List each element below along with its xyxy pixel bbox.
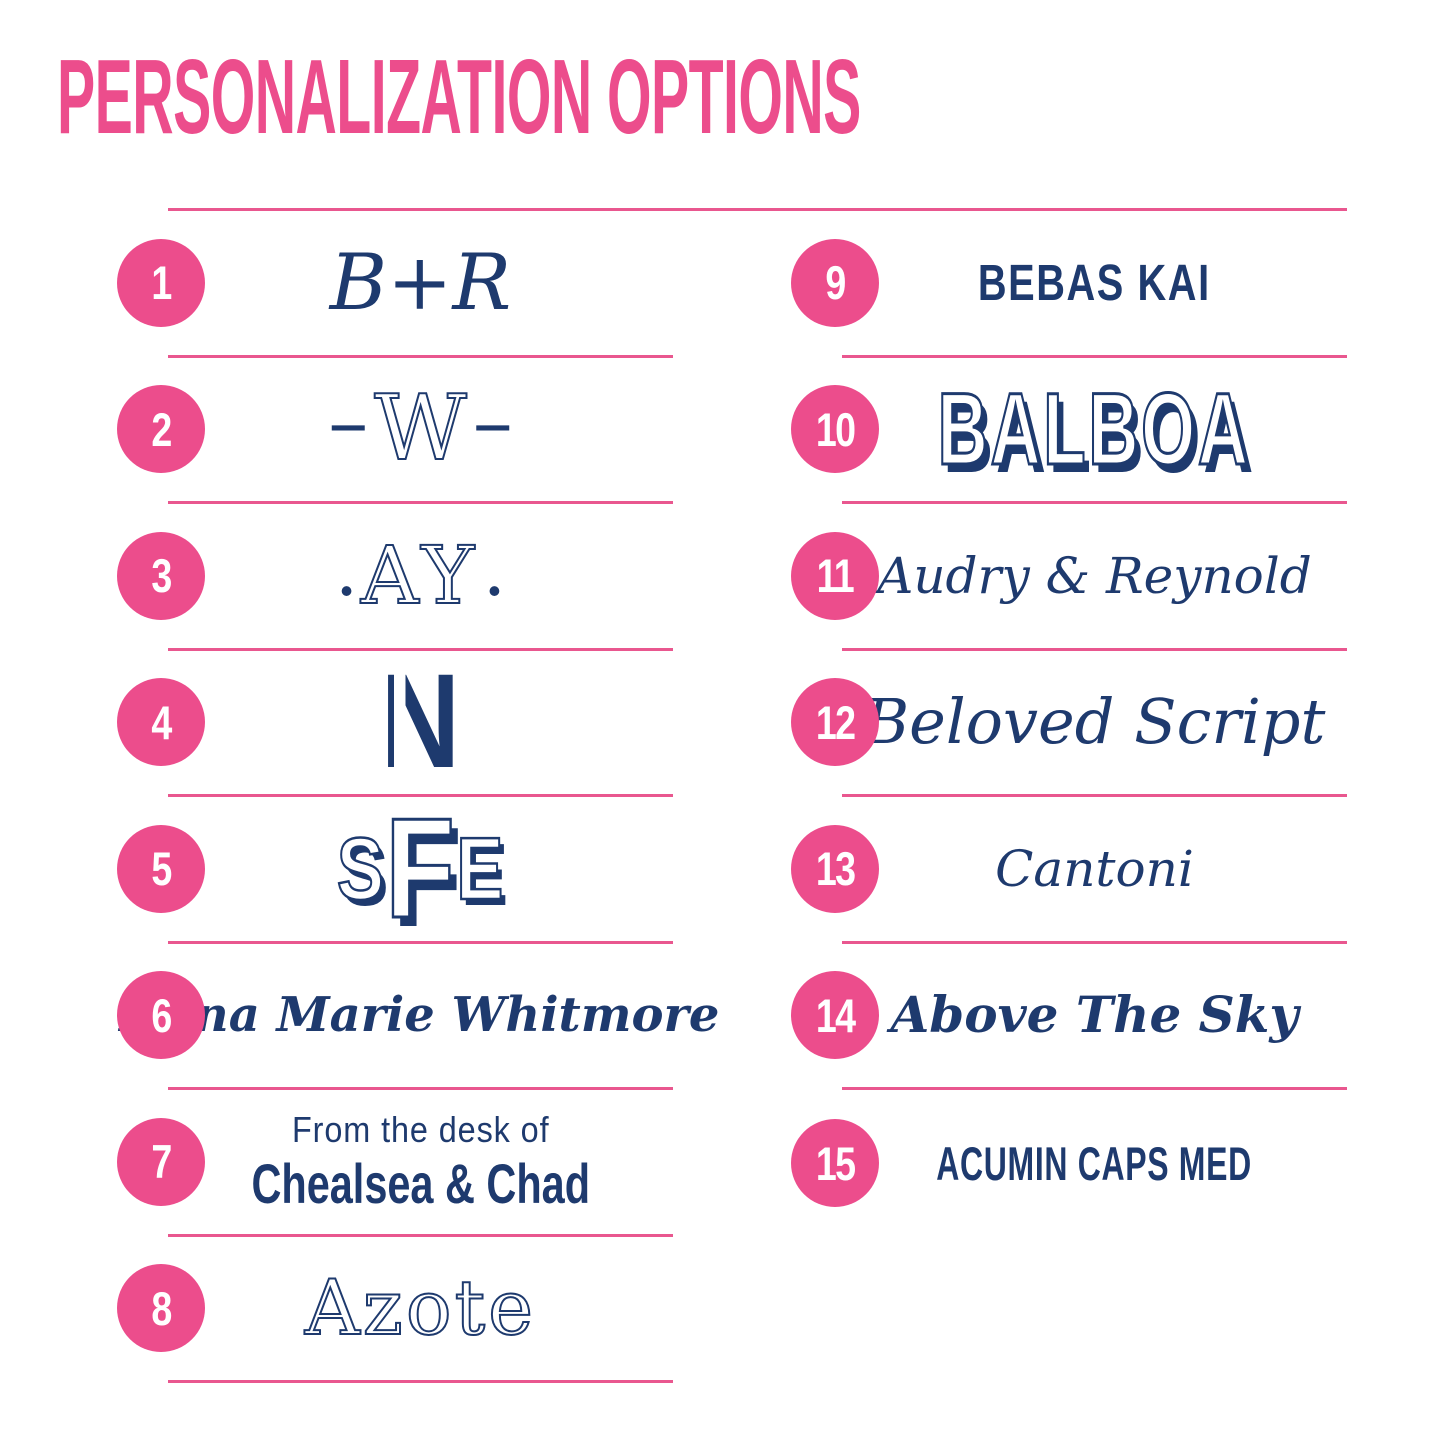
option-number: 1 [151,256,172,310]
option-number-badge: 3 [117,531,205,620]
option-number: 11 [816,549,855,603]
option-number-badge: 15 [791,1119,879,1208]
font-option-row-11: 11 Audry & Reynold [791,504,1347,651]
desk-of-line2: Chealsea & Chad [251,1151,590,1215]
option-number: 12 [815,695,856,749]
engraved-word: Azote [304,1263,537,1353]
option-number: 6 [151,988,172,1042]
font-sample-above-the-sky: Above The Sky [890,985,1299,1045]
font-option-row-9: 9 BEBAS KAI [791,211,1347,358]
font-sample-acumin-caps: ACUMIN CAPS MED [936,1136,1253,1190]
option-number-badge: 5 [117,824,205,913]
option-number-badge: 4 [117,678,205,767]
font-sample-bebas-kai: BEBAS KAI [978,254,1211,312]
block-letter-large: F [385,788,457,948]
font-sample-engraved-ay: • AY • [332,534,509,616]
engraved-letter: W [373,376,468,482]
font-option-row-13: 13 Cantoni [791,797,1347,944]
option-number-badge: 6 [117,971,205,1060]
engraved-letters: AY [360,528,481,622]
option-number-badge: 10 [791,385,879,474]
font-option-row-4: 4 N [117,647,673,797]
option-number-badge: 7 [117,1117,205,1206]
font-sample-cantoni: Cantoni [995,839,1194,898]
font-sample-desk-of: From the desk of Chealsea & Chad [192,1108,650,1215]
option-number-badge: 12 [791,678,879,767]
font-option-row-10: 10 BALBOA [791,358,1347,504]
dash-ornament: – [328,375,369,469]
option-number: 9 [825,256,846,310]
option-number-badge: 8 [117,1264,205,1353]
option-number-badge: 9 [791,238,879,327]
dot-ornament: • [488,569,501,611]
font-option-row-2: 2 –W– [117,358,673,504]
font-sample-azote: Azote [304,1269,536,1347]
option-number-badge: 13 [791,824,879,913]
option-number: 4 [151,695,172,749]
font-option-row-7: 7 From the desk of Chealsea & Chad [117,1090,673,1237]
font-option-row-3: 3 • AY • [117,504,673,651]
font-sample-audry-reynold: Audry & Reynold [877,546,1312,605]
font-sample-inline-n: N [380,647,461,797]
page-title-text: PERSONALIZATION OPTIONS [57,38,861,156]
font-option-row-6: 6 Anna Marie Whitmore [117,944,719,1090]
font-sample-script-monogram: B+R [329,237,512,328]
options-column-right: 9 BEBAS KAI 10 BALBOA 11 Audry & Reynold… [791,211,1347,1237]
option-number: 7 [151,1135,172,1189]
dot-ornament: • [340,569,353,611]
font-option-row-14: 14 Above The Sky [791,944,1347,1090]
font-sample-engraved-w: –W– [322,382,519,475]
font-sample-balboa: BALBOA [937,372,1251,487]
option-number: 15 [815,1136,856,1190]
option-number-badge: 11 [791,531,879,620]
dash-ornament: – [472,375,513,469]
option-number: 3 [151,549,172,603]
page-title: PERSONALIZATION OPTIONS [57,44,1445,150]
option-number: 10 [815,402,856,456]
block-letter: S [336,818,385,918]
option-number-badge: 2 [117,385,205,474]
font-option-row-1: 1 B+R [117,211,673,358]
desk-of-line1: From the desk of [291,1108,550,1150]
font-option-row-12: 12 Beloved Script [791,651,1347,797]
font-option-row-8: 8 Azote [117,1237,673,1383]
option-number-badge: 1 [117,238,205,327]
font-sample-beloved-script: Beloved Script [863,685,1326,759]
option-number: 14 [815,988,856,1042]
option-number: 13 [815,842,856,896]
block-letter: E [456,818,505,918]
option-number: 5 [151,842,172,896]
option-number: 8 [151,1281,172,1335]
font-option-row-15: 15 ACUMIN CAPS MED [791,1090,1347,1237]
option-number: 2 [151,402,172,456]
font-sample-brush-name: Anna Marie Whitmore [121,987,720,1044]
option-number-badge: 14 [791,971,879,1060]
top-divider [168,208,1347,211]
